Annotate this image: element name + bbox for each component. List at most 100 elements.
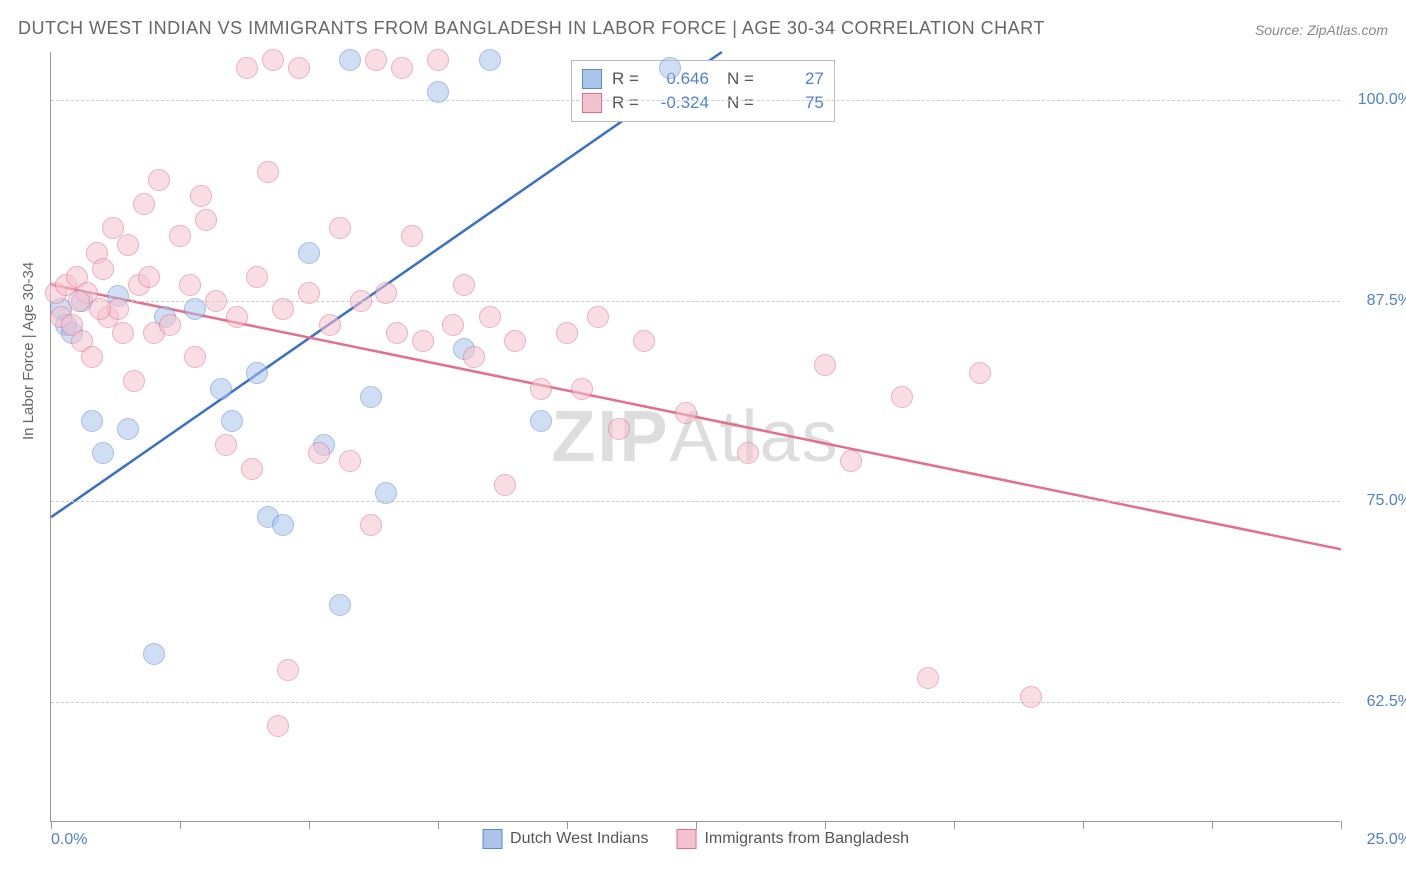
data-point — [969, 362, 991, 384]
data-point — [195, 209, 217, 231]
data-point — [92, 258, 114, 280]
data-point — [148, 169, 170, 191]
data-point — [442, 314, 464, 336]
data-point — [257, 161, 279, 183]
x-tick — [438, 821, 439, 829]
data-point — [117, 234, 139, 256]
data-point — [427, 81, 449, 103]
data-point — [210, 378, 232, 400]
legend-r-label: R = — [612, 69, 639, 89]
chart-title: DUTCH WEST INDIAN VS IMMIGRANTS FROM BAN… — [18, 18, 1045, 39]
data-point — [298, 242, 320, 264]
x-tick — [696, 821, 697, 829]
gridline — [51, 702, 1340, 703]
data-point — [190, 185, 212, 207]
data-point — [329, 217, 351, 239]
legend-n-label: N = — [727, 69, 754, 89]
data-point — [117, 418, 139, 440]
data-point — [184, 346, 206, 368]
data-point — [221, 410, 243, 432]
data-point — [68, 290, 90, 312]
legend-stat-row: R =-0.324N =75 — [582, 91, 824, 115]
data-point — [159, 314, 181, 336]
data-point — [277, 659, 299, 681]
gridline — [51, 501, 1340, 502]
x-tick — [1083, 821, 1084, 829]
x-tick-label: 25.0% — [1367, 831, 1406, 849]
legend-label: Immigrants from Bangladesh — [704, 830, 909, 848]
legend-item: Dutch West Indians — [482, 829, 648, 849]
data-point — [215, 434, 237, 456]
x-tick — [51, 821, 52, 829]
data-point — [412, 330, 434, 352]
gridline — [51, 100, 1340, 101]
data-point — [360, 514, 382, 536]
correlation-legend: R =0.646N =27R =-0.324N =75 — [571, 60, 835, 122]
data-point — [360, 386, 382, 408]
data-point — [339, 49, 361, 71]
legend-swatch — [676, 829, 696, 849]
legend-swatch — [482, 829, 502, 849]
data-point — [587, 306, 609, 328]
plot-area: ZIPAtlas R =0.646N =27R =-0.324N =75 Dut… — [50, 52, 1340, 822]
data-point — [329, 594, 351, 616]
data-point — [246, 266, 268, 288]
data-point — [494, 474, 516, 496]
legend-n-value: 27 — [764, 69, 824, 89]
data-point — [386, 322, 408, 344]
data-point — [133, 193, 155, 215]
data-point — [391, 57, 413, 79]
data-point — [236, 57, 258, 79]
data-point — [267, 715, 289, 737]
legend-label: Dutch West Indians — [510, 830, 648, 848]
data-point — [288, 57, 310, 79]
legend-r-value: -0.324 — [649, 93, 709, 113]
legend-swatch — [582, 69, 602, 89]
data-point — [308, 442, 330, 464]
data-point — [89, 298, 111, 320]
data-point — [112, 322, 134, 344]
data-point — [339, 450, 361, 472]
legend-stat-row: R =0.646N =27 — [582, 67, 824, 91]
source-attribution: Source: ZipAtlas.com — [1255, 22, 1388, 38]
data-point — [143, 643, 165, 665]
x-tick — [1212, 821, 1213, 829]
y-tick-label: 100.0% — [1358, 91, 1406, 109]
data-point — [463, 346, 485, 368]
x-tick — [567, 821, 568, 829]
x-tick-label: 0.0% — [51, 831, 87, 849]
legend-item: Immigrants from Bangladesh — [676, 829, 909, 849]
gridline — [51, 301, 1340, 302]
chart-svg — [51, 52, 1340, 821]
x-tick — [309, 821, 310, 829]
data-point — [375, 282, 397, 304]
data-point — [184, 298, 206, 320]
data-point — [375, 482, 397, 504]
data-point — [226, 306, 248, 328]
data-point — [81, 346, 103, 368]
data-point — [453, 274, 475, 296]
data-point — [179, 274, 201, 296]
legend-swatch — [582, 93, 602, 113]
data-point — [272, 298, 294, 320]
data-point — [272, 514, 294, 536]
data-point — [814, 354, 836, 376]
data-point — [530, 378, 552, 400]
data-point — [246, 362, 268, 384]
series-legend: Dutch West Indians Immigrants from Bangla… — [482, 829, 909, 849]
data-point — [675, 402, 697, 424]
data-point — [659, 57, 681, 79]
y-tick-label: 75.0% — [1367, 492, 1406, 510]
x-tick — [180, 821, 181, 829]
data-point — [92, 442, 114, 464]
data-point — [917, 667, 939, 689]
data-point — [479, 49, 501, 71]
data-point — [205, 290, 227, 312]
data-point — [241, 458, 263, 480]
data-point — [319, 314, 341, 336]
data-point — [350, 290, 372, 312]
y-tick-label: 87.5% — [1367, 292, 1406, 310]
x-tick — [825, 821, 826, 829]
data-point — [556, 322, 578, 344]
data-point — [737, 442, 759, 464]
